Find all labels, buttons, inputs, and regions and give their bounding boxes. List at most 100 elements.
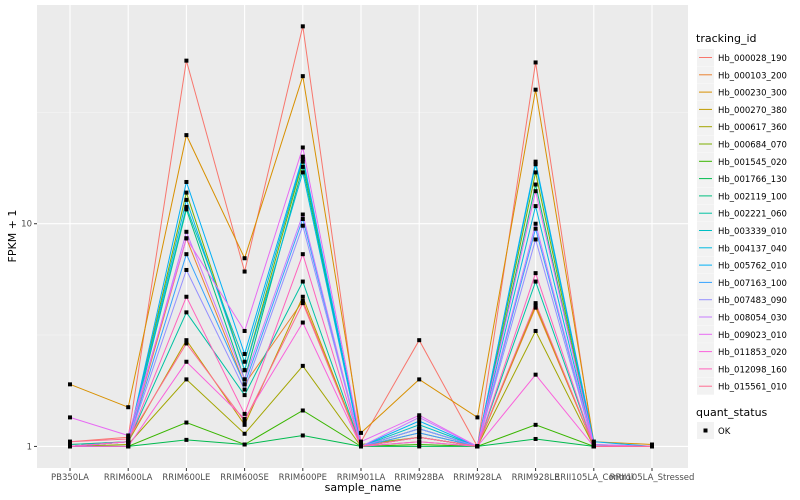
data-point [533,182,538,187]
data-point [359,444,363,449]
legend-label: Hb_000617_360 [718,123,787,133]
y-tick-label: 1 [27,442,32,452]
data-point [300,298,305,303]
data-point [533,170,538,175]
data-point [533,301,538,306]
data-point [68,444,72,449]
legend-item: Hb_004137_040 [697,239,787,257]
data-point [417,444,422,449]
data-point [184,310,189,315]
legend-label: Hb_002221_060 [718,210,787,220]
legend-label: Hb_008054_030 [718,314,787,324]
data-point [242,269,247,274]
data-point [300,408,305,413]
data-point [126,405,131,410]
data-point [184,190,189,195]
data-point [300,294,305,299]
legend-label: Hb_003339_010 [718,227,787,237]
data-point [300,145,305,150]
data-point [417,430,422,435]
data-point [68,382,72,387]
x-tick-label: RRIM928LA [453,473,502,483]
legend-item: Hb_002221_060 [697,204,787,222]
legend-label: Hb_007163_100 [718,279,787,289]
data-point [242,393,247,398]
data-point [533,422,538,427]
data-point [533,237,538,242]
legend-label: Hb_002119_100 [718,192,787,202]
data-point [533,271,538,276]
data-point [533,162,538,167]
legend-item: Hb_000270_380 [697,100,787,118]
data-point [300,157,305,162]
data-point [475,444,480,449]
x-tick-label: RRIM928LE [512,473,560,483]
data-point [533,60,538,65]
data-point [300,74,305,79]
data-point [184,338,189,343]
data-point [68,415,72,420]
data-point [300,363,305,368]
data-point [242,256,247,261]
data-point [533,372,538,377]
data-point [300,159,305,164]
legend-label: Hb_000103_200 [718,71,787,81]
legend-item: Hb_008054_030 [697,308,787,326]
data-point [533,226,538,231]
x-tick-label: PB350LA [51,473,89,483]
legend-item: Hb_000028_190 [697,49,787,66]
data-point [300,212,305,217]
data-point [300,433,305,438]
data-point [184,267,189,272]
data-point [300,164,305,169]
data-point [417,415,422,420]
x-tick-label: RRIM928BA [394,473,444,483]
shape-legend-item-ok: OK [697,422,731,439]
color-legend-title: tracking_id [696,32,757,45]
data-point [184,420,189,425]
legend-label: Hb_005762_010 [718,262,787,272]
legend-item: Hb_000617_360 [697,118,787,136]
legend-item: Hb_001545_020 [697,152,787,170]
legend-item: Hb_007163_100 [697,273,787,291]
data-point [184,252,189,257]
legend-label: Hb_000270_380 [718,106,787,116]
legend-item: Hb_002119_100 [697,187,787,205]
square-marker-icon [703,428,708,433]
data-point [126,433,131,438]
data-point [242,359,247,364]
y-axis-title: FPKM + 1 [6,210,19,263]
data-point [591,439,596,444]
data-point [533,279,538,284]
data-point [533,305,538,310]
data-point [126,439,131,444]
data-point [184,229,189,234]
legend-label: Hb_012098_160 [718,365,787,375]
data-point [300,320,305,325]
legend-item: Hb_003339_010 [697,222,787,239]
x-tick-label: RRIM901LA [337,473,386,483]
shape-legend-title: quant_status [696,406,768,419]
data-point [300,279,305,284]
data-point [359,439,363,444]
data-point [417,426,422,431]
data-point [184,377,189,382]
data-point [242,416,247,421]
legend-item: Hb_012098_160 [697,360,787,378]
data-point [300,170,305,175]
legend-label: Hb_001766_130 [718,175,787,185]
data-point [242,382,247,387]
data-point [650,444,654,449]
data-point [126,436,131,441]
data-point [300,223,305,228]
data-point [242,368,247,373]
x-tick-label: RRIM600LE [162,473,210,483]
data-point [184,437,189,442]
x-tick-label: RRIM600PE [279,473,327,483]
svg-text:OK: OK [718,427,731,437]
x-tick-label: RRII105LA_Stressed [610,473,695,483]
data-point [242,377,247,382]
data-point [300,24,305,29]
data-point [417,419,422,424]
